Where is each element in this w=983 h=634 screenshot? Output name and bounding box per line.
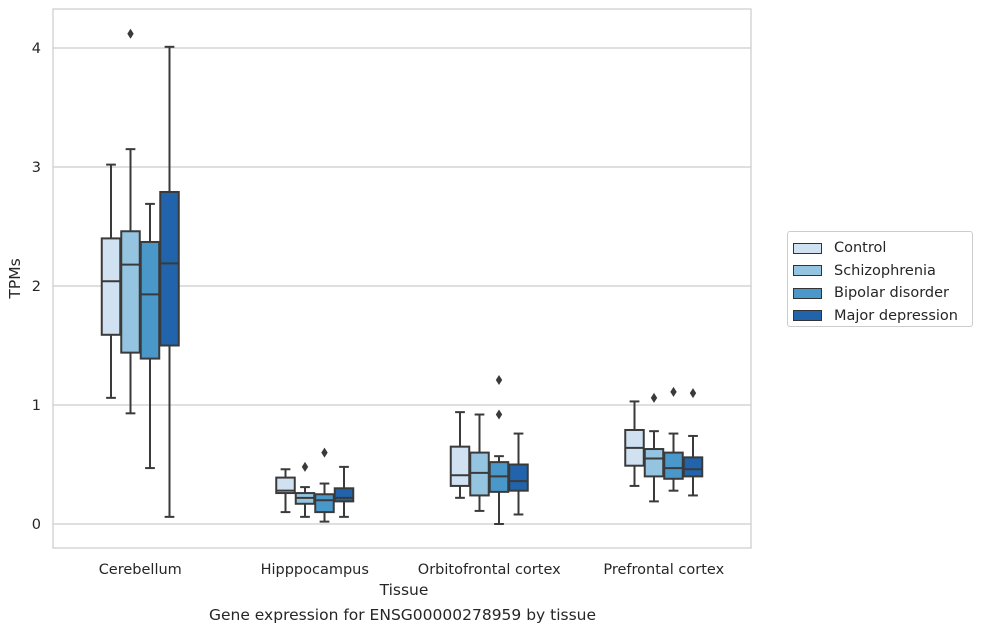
box-iqr: [449, 445, 471, 487]
box-bipolar-disorder: [314, 447, 335, 523]
legend-swatch-major-depression: [793, 310, 822, 322]
box-control: [449, 411, 471, 499]
box-series: [100, 28, 704, 525]
y-tick-label: 3: [32, 160, 41, 176]
legend-item-control: Control: [793, 237, 972, 260]
outlier-point: [495, 409, 503, 420]
box-iqr: [682, 456, 704, 478]
box-bipolar-disorder: [139, 202, 161, 470]
x-tick-label: Hipppocampus: [261, 562, 369, 578]
legend-item-schizophrenia: Schizophrenia: [793, 260, 972, 283]
legend-label: Schizophrenia: [834, 262, 936, 279]
box-control: [100, 163, 122, 399]
legend-item-bipolar: Bipolar disorder: [793, 282, 972, 305]
y-tick-label: 1: [32, 398, 41, 414]
x-tick-label: Cerebellum: [99, 562, 182, 578]
plot-frame: [52, 8, 752, 549]
x-axis-label: Tissue: [379, 581, 429, 599]
box-major-depression: [682, 388, 704, 497]
box-iqr: [663, 451, 684, 480]
box-schizophrenia: [294, 461, 316, 518]
box-iqr: [120, 230, 141, 354]
legend-swatch-control: [793, 242, 822, 254]
box-control: [275, 468, 296, 514]
box-iqr: [100, 237, 122, 336]
box-iqr: [314, 493, 335, 514]
box-iqr: [333, 487, 355, 503]
outlier-point: [650, 392, 658, 403]
legend-item-major-depression: Major depression: [793, 305, 972, 328]
outlier-point: [689, 388, 697, 399]
box-bipolar-disorder: [663, 386, 684, 492]
box-iqr: [159, 190, 180, 347]
legend-swatch-schizophrenia: [793, 265, 822, 277]
box-iqr: [139, 240, 161, 360]
y-axis-ticks: 0 1 2 3 4: [32, 41, 41, 533]
legend-label: Bipolar disorder: [834, 285, 949, 302]
box-major-depression: [159, 45, 180, 518]
legend-label: Major depression: [834, 307, 958, 324]
box-control: [624, 400, 645, 487]
y-axis-label: TPMs: [6, 258, 24, 299]
outlier-point: [495, 375, 503, 386]
legend-swatch-bipolar: [793, 287, 822, 299]
y-tick-label: 0: [32, 517, 41, 533]
box-schizophrenia: [120, 28, 141, 415]
box-iqr: [469, 451, 490, 497]
x-tick-label: Prefrontal cortex: [603, 562, 724, 578]
box-bipolar-disorder: [488, 375, 510, 525]
y-tick-label: 2: [32, 279, 41, 295]
x-tick-label: Orbitofrontal cortex: [418, 562, 561, 578]
legend: Control Schizophrenia Bipolar disorder M…: [787, 231, 973, 327]
x-axis-ticks: Cerebellum Hipppocampus Orbitofrontal cort…: [99, 562, 725, 578]
y-tick-label: 4: [32, 41, 41, 57]
box-iqr: [643, 448, 665, 478]
outlier-point: [127, 28, 134, 39]
box-major-depression: [508, 432, 529, 516]
outlier-point: [321, 447, 328, 458]
box-schizophrenia: [469, 413, 490, 512]
legend-label: Control: [834, 240, 887, 257]
box-schizophrenia: [643, 392, 665, 503]
outlier-point: [301, 461, 309, 472]
box-major-depression: [333, 465, 355, 518]
box-iqr: [508, 463, 529, 492]
box-iqr: [275, 476, 296, 495]
outlier-point: [670, 386, 677, 397]
chart-caption: Gene expression for ENSG00000278959 by t…: [208, 606, 597, 624]
